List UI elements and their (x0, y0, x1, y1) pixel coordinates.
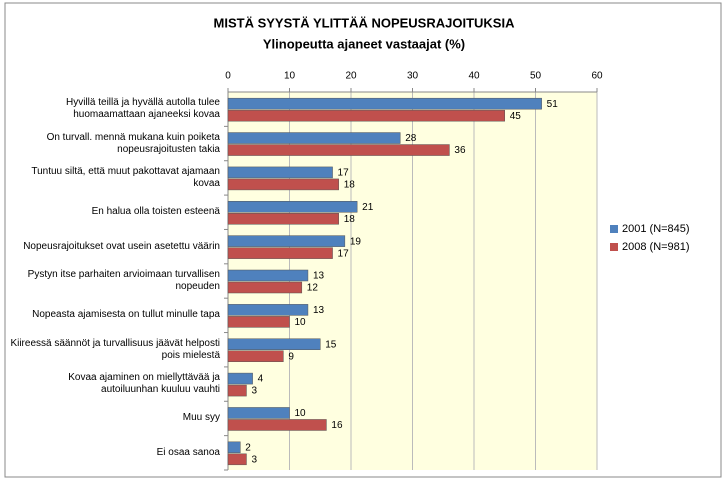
y-tick-label: Hyvillä teillä ja hyvällä autolla tulee … (66, 97, 220, 121)
y-tick-label: Kovaa ajaminen on miellyttävää ja autoil… (68, 372, 220, 396)
bar (227, 109, 505, 122)
x-tick-label: 40 (468, 71, 480, 82)
y-tick-label: Ei osaa sanoa (156, 446, 220, 458)
bar (227, 235, 346, 247)
bar (227, 178, 339, 191)
bar (227, 407, 290, 419)
data-label: 2 (245, 442, 251, 453)
x-tick-label: 0 (225, 71, 231, 82)
data-label: 3 (251, 454, 257, 465)
chart-title: MISTÄ SYYSTÄ YLITTÄÄ NOPEUSRAJOITUKSIA (214, 15, 516, 30)
bar (227, 419, 327, 431)
x-tick-label: 10 (284, 71, 296, 82)
data-label: 36 (454, 145, 466, 156)
y-tick-label: Kiireessä säännöt ja turvallisuus jäävät… (10, 337, 220, 361)
data-label: 51 (547, 99, 559, 110)
y-tick-label: En halua olla toisten esteenä (91, 206, 220, 218)
bar (227, 132, 401, 144)
bar (227, 201, 358, 213)
y-tick-label: Tuntuu siltä, että muut pakottavat ajama… (31, 165, 220, 189)
bar (227, 384, 247, 397)
data-label: 10 (295, 317, 307, 328)
bar (227, 453, 247, 466)
chart-subtitle: Ylinopeutta ajaneet vastaajat (%) (263, 36, 465, 51)
bar (227, 372, 253, 385)
bar (227, 441, 241, 454)
x-tick-label: 50 (530, 71, 542, 82)
legend-label: 2008 (N=981) (622, 241, 690, 253)
legend-swatch (610, 243, 618, 251)
bar (227, 97, 542, 110)
bar (227, 247, 333, 259)
data-label: 18 (344, 214, 356, 225)
data-label: 45 (510, 111, 522, 122)
legend-label: 2001 (N=845) (622, 223, 690, 235)
y-tick-label: Pystyn itse parhaiten arvioimaan turvall… (27, 268, 220, 292)
x-tick-label: 20 (345, 71, 357, 82)
data-label: 17 (338, 248, 350, 259)
data-label: 10 (295, 408, 307, 419)
bar (227, 166, 333, 179)
data-label: 19 (350, 236, 362, 247)
bar (227, 281, 303, 294)
y-tick-label: Nopeasta ajamisesta on tullut minulle ta… (32, 309, 220, 321)
data-label: 15 (325, 339, 337, 350)
data-label: 21 (362, 202, 374, 213)
data-label: 13 (313, 271, 325, 282)
y-tick-label: On turvall. mennä mukana kuin poiketa no… (46, 131, 220, 155)
data-label: 17 (338, 168, 350, 179)
data-label: 9 (288, 351, 294, 362)
x-tick-label: 30 (407, 71, 419, 82)
bar (227, 316, 290, 328)
y-tick-label: Muu syy (182, 412, 220, 424)
bar (227, 338, 321, 350)
y-tick-label: Nopeusrajoitukset ovat usein asetettu vä… (23, 240, 220, 252)
x-tick-label: 60 (591, 71, 603, 82)
data-label: 18 (344, 180, 356, 191)
bar (227, 213, 339, 225)
data-label: 16 (331, 420, 343, 431)
bar (227, 144, 450, 156)
data-label: 12 (307, 283, 319, 294)
legend-swatch (610, 225, 618, 233)
data-label: 13 (313, 305, 325, 316)
bar (227, 304, 309, 316)
bar (227, 350, 284, 362)
data-label: 28 (405, 133, 417, 144)
bar (227, 269, 309, 282)
data-label: 3 (251, 386, 257, 397)
data-label: 4 (258, 374, 264, 385)
